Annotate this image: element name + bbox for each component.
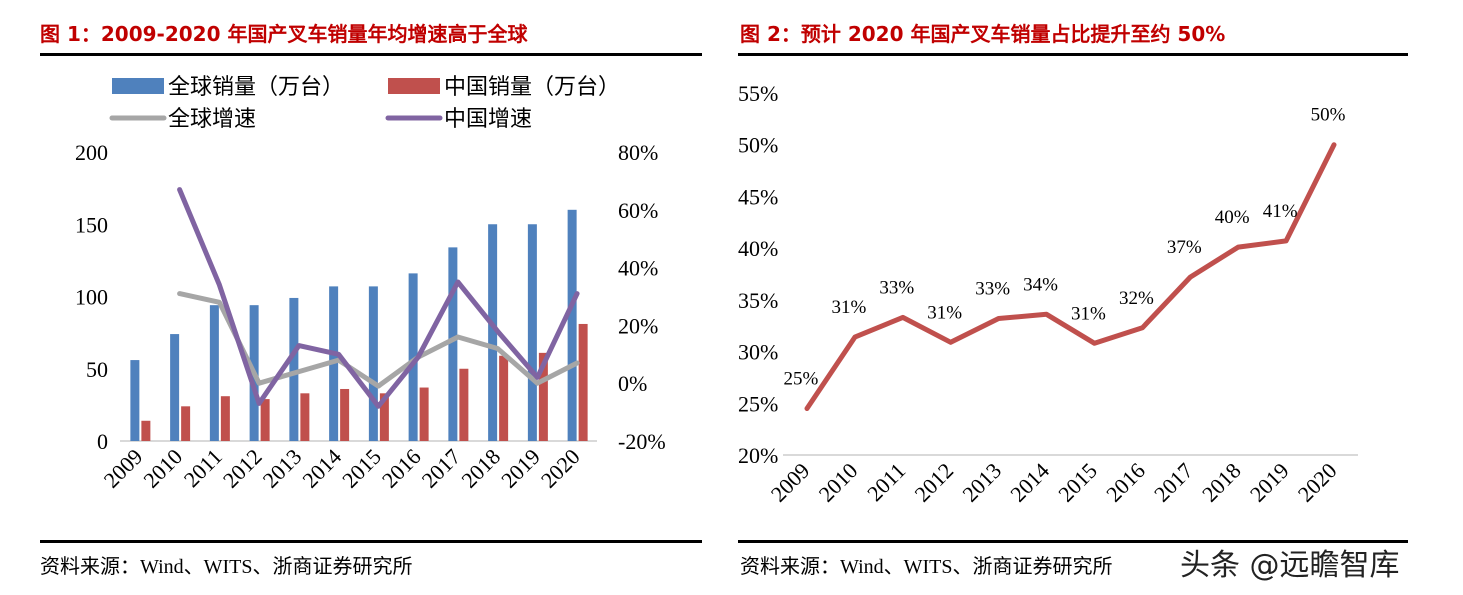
legend-label-2: 全球增速 [168, 107, 256, 132]
data-label-2010: 31% [831, 297, 866, 318]
global-sales-bar-2009 [130, 360, 140, 441]
legend-swatch-0 [112, 78, 164, 94]
x-axis-tick-2014: 2014 [1005, 458, 1054, 507]
x-axis-tick-2012: 2012 [909, 458, 958, 507]
right-axis-tick: 80% [618, 140, 658, 165]
right-axis-tick: 40% [618, 256, 658, 281]
china-sales-bar-2013 [300, 393, 310, 441]
figure-1-source: 资料来源：Wind、WITS、浙商证券研究所 [40, 556, 413, 578]
data-label-2012: 31% [927, 302, 962, 323]
legend-swatch-1 [388, 78, 440, 94]
figure-2-chart: 20% 25% 30% 35% 40% 45% 50% 55% 25% 31% 33% 31% 33% 3… [738, 81, 1358, 507]
figure-2-source: 资料来源：Wind、WITS、浙商证券研究所 [740, 556, 1113, 578]
y-axis-tick: 40% [738, 236, 778, 261]
x-axis-tick-2017: 2017 [417, 444, 466, 493]
share-line [804, 142, 1337, 411]
figure-2-panel: 图 2：预计 2020 年国产叉车销量占比提升至约 50% 20% 25% 30% 3… [730, 0, 1463, 595]
figure-1-legend: 全球销量（万台） 中国销量（万台） 全球增速 中国增速 [109, 75, 620, 132]
global-sales-bar-2016 [408, 273, 418, 441]
global-sales-bar-2015 [368, 286, 378, 441]
figure-2-title: 图 2：预计 2020 年国产叉车销量占比提升至约 50% [740, 22, 1226, 46]
china-sales-bar-2020 [578, 323, 588, 441]
china-sales-bar-2009 [141, 420, 151, 441]
data-label-2015: 31% [1071, 303, 1106, 324]
global-sales-bar-2013 [289, 297, 299, 441]
figure-1-title: 图 1：2009-2020 年国产叉车销量年均增速高于全球 [40, 22, 528, 46]
x-axis-tick-2015: 2015 [337, 444, 386, 493]
data-label-2009: 25% [784, 368, 819, 389]
legend-label-0: 全球销量（万台） [168, 75, 344, 100]
x-axis-tick-2013: 2013 [258, 444, 307, 493]
global-sales-bar-2020 [567, 209, 577, 441]
china-sales-bar-2017 [459, 368, 469, 441]
data-label-2018: 40% [1215, 207, 1250, 228]
left-axis-tick: 100 [75, 285, 108, 310]
x-axis-tick-2016: 2016 [1101, 458, 1150, 507]
figure-1-panel: 图 1：2009-2020 年国产叉车销量年均增速高于全球 全球销量（万台） 中国… [0, 0, 730, 595]
legend-label-1: 中国销量（万台） [444, 75, 620, 100]
y-axis-tick: 20% [738, 443, 778, 468]
y-axis-tick: 50% [738, 133, 778, 158]
data-label-2016: 32% [1119, 288, 1154, 309]
y-axis-tick: 45% [738, 184, 778, 209]
global-sales-bar-2017 [448, 247, 458, 441]
figure-1-top-rule [40, 53, 702, 56]
x-axis-tick-2018: 2018 [1197, 458, 1246, 507]
x-axis-tick-2018: 2018 [456, 444, 505, 493]
y-axis-tick: 35% [738, 288, 778, 313]
y-axis-tick: 25% [738, 391, 778, 416]
x-axis-tick-2014: 2014 [297, 444, 346, 493]
x-axis-tick-2016: 2016 [377, 444, 426, 493]
right-axis-tick: 0% [618, 371, 647, 396]
figure-2-top-rule [738, 53, 1408, 56]
global-sales-bar-2018 [488, 224, 498, 441]
watermark: 头条 @远瞻智库 [1180, 548, 1400, 583]
china-sales-bar-2019 [538, 352, 548, 441]
left-axis-tick: 50 [86, 357, 108, 382]
x-axis-tick-2011: 2011 [179, 444, 227, 492]
global-sales-bar-2011 [209, 305, 219, 441]
china-growth-line [177, 187, 580, 409]
x-axis-tick-2011: 2011 [862, 458, 910, 506]
figure-1-chart: 全球销量（万台） 中国销量（万台） 全球增速 中国增速 0 50 100 150 200 -20%… [75, 75, 666, 493]
right-axis-tick: -20% [618, 429, 666, 454]
china-sales-bar-2014 [340, 388, 350, 441]
data-label-2019: 41% [1263, 201, 1298, 222]
x-axis-tick-2019: 2019 [496, 444, 545, 493]
data-label-2020: 50% [1311, 105, 1346, 126]
global-sales-bar-2010 [170, 334, 180, 441]
x-axis-tick-2019: 2019 [1245, 458, 1294, 507]
x-axis-tick-2010: 2010 [814, 458, 863, 507]
x-axis-tick-2013: 2013 [957, 458, 1006, 507]
data-label-2011: 33% [879, 277, 914, 298]
left-axis-tick: 200 [75, 140, 108, 165]
x-axis-tick-2017: 2017 [1149, 458, 1198, 507]
x-axis-tick-2010: 2010 [138, 444, 187, 493]
data-label-2017: 37% [1167, 237, 1202, 258]
china-sales-bar-2018 [499, 355, 509, 441]
right-axis-tick: 60% [618, 198, 658, 223]
left-axis-tick: 150 [75, 212, 108, 237]
china-sales-bar-2011 [220, 396, 230, 441]
x-axis-tick-2020: 2020 [1293, 458, 1342, 507]
china-sales-bar-2012 [260, 399, 270, 441]
right-axis-tick: 20% [618, 313, 658, 338]
y-axis-tick: 30% [738, 340, 778, 365]
figure-1-bottom-rule [40, 540, 702, 543]
china-sales-bar-2015 [379, 393, 389, 441]
legend-label-3: 中国增速 [444, 107, 532, 132]
global-sales-bar-2019 [527, 224, 537, 441]
china-sales-bar-2016 [419, 387, 429, 441]
data-label-2013: 33% [975, 278, 1010, 299]
x-axis-tick-2020: 2020 [536, 444, 585, 493]
data-label-2014: 34% [1023, 274, 1058, 295]
china-sales-bar-2010 [181, 406, 191, 441]
x-axis-tick-2015: 2015 [1053, 458, 1102, 507]
figure-2-bottom-rule [738, 540, 1408, 543]
y-axis-tick: 55% [738, 81, 778, 106]
x-axis-tick-2012: 2012 [218, 444, 267, 493]
left-axis-tick: 0 [97, 429, 108, 454]
